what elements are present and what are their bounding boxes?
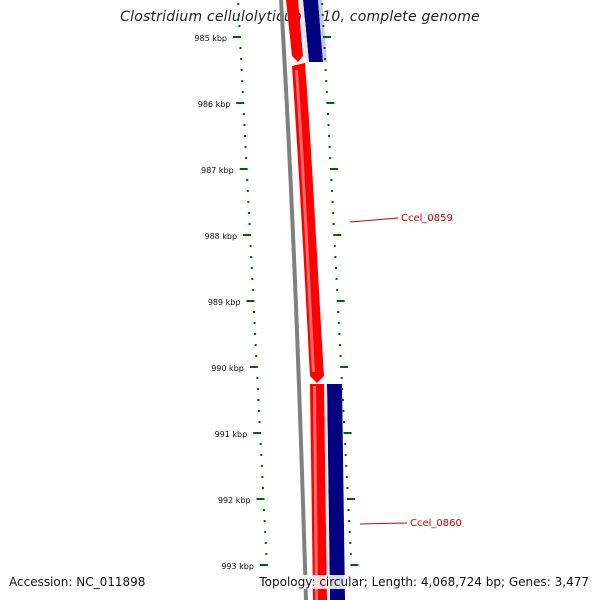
summary-sep-2: ; — [501, 575, 509, 589]
tick-label: 986 kbp — [198, 100, 231, 109]
tick-label: 990 kbp — [211, 364, 244, 373]
reverse-gene-lower — [327, 384, 345, 600]
tick-marks-right — [321, 3, 359, 566]
tick-label: 989 kbp — [208, 298, 241, 307]
gene-label-leader-ccel-0859 — [349, 217, 399, 223]
reverse-gene-top — [303, 0, 323, 62]
reverse-gene-lower-highlight — [324, 384, 330, 600]
genome-summary: Topology: circular; Length: 4,068,724 bp… — [258, 575, 590, 589]
topology-text: Topology: circular — [259, 575, 364, 589]
summary-sep-1: ; — [363, 575, 372, 589]
tick-label: 992 kbp — [218, 496, 251, 505]
gene-label-ccel-0859: Ccel_0859 — [401, 213, 453, 224]
gene-label-leader-ccel-0860 — [359, 522, 408, 525]
tick-label: 985 kbp — [194, 34, 227, 43]
gene-label-ccel-0860: Ccel_0860 — [410, 518, 462, 529]
tick-label: 993 kbp — [221, 562, 254, 571]
reverse-gene-top-highlight-left — [299, 0, 309, 62]
genes-count-text: Genes: 3,477 — [508, 575, 589, 589]
tick-label: 991 kbp — [215, 430, 248, 439]
reverse-gene-top-highlight — [318, 0, 327, 62]
tick-label: 988 kbp — [204, 232, 237, 241]
tick-marks-left — [232, 3, 268, 566]
forward-gene-ccel-0859-shine — [295, 70, 315, 372]
forward-gene-upper — [286, 0, 303, 62]
genome-backbone — [279, 0, 308, 600]
forward-gene-ccel-0860-shine — [313, 386, 318, 600]
tick-labels: 985 kbp 986 kbp 987 kbp 988 kbp 989 kbp 990 k… — [194, 34, 254, 571]
map-title: Clostridium cellulolyticum H10, complete… — [120, 9, 480, 25]
tick-label: 987 kbp — [201, 166, 234, 175]
accession-text: Accession: NC_011898 — [9, 575, 146, 589]
length-text: Length: 4,068,724 bp — [371, 575, 501, 589]
